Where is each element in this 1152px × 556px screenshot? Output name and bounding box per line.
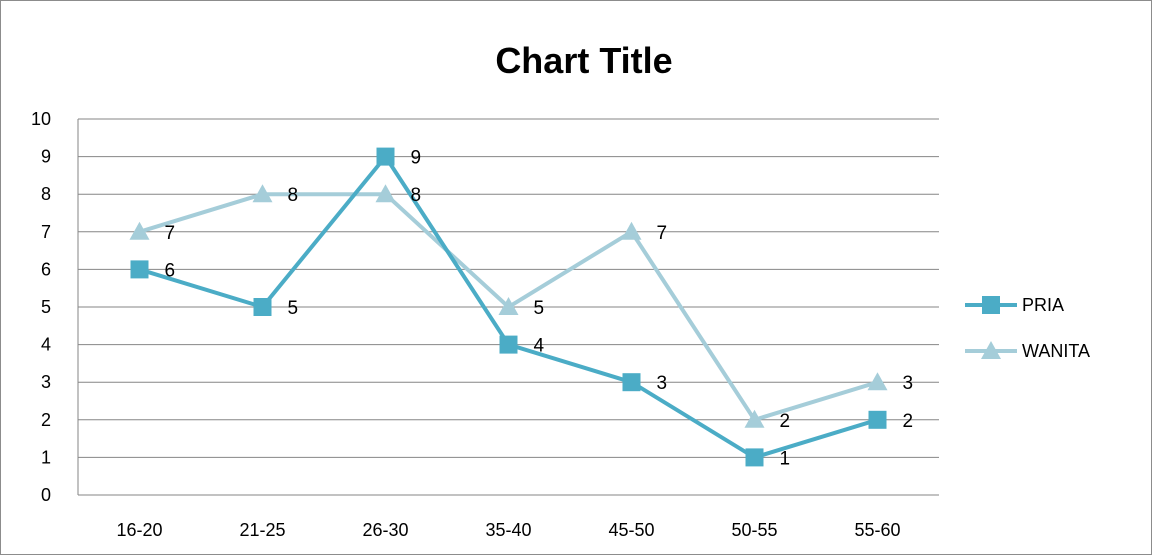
y-tick-label: 5	[41, 297, 51, 317]
data-point-wanita	[744, 409, 765, 428]
data-point-pria	[499, 335, 518, 354]
chart-title: Chart Title	[495, 40, 672, 81]
data-label-wanita: 8	[288, 185, 299, 206]
data-point-wanita	[252, 184, 273, 203]
y-tick-label: 10	[31, 109, 51, 129]
data-point-wanita	[621, 221, 642, 240]
y-tick-label: 9	[41, 147, 51, 167]
y-tick-label: 8	[41, 184, 51, 204]
data-point-wanita	[867, 372, 888, 391]
legend-marker-pria	[982, 296, 1000, 314]
data-point-pria	[130, 260, 149, 279]
data-point-pria	[868, 410, 887, 429]
x-tick-label: 21-25	[239, 520, 285, 540]
y-axis-ticks: 0 1 2 3 4 5 6 7 8 9 10	[31, 109, 51, 505]
data-point-pria	[622, 373, 641, 392]
legend: PRIA WANITA	[965, 295, 1090, 361]
data-label-pria: 5	[288, 298, 299, 319]
data-point-wanita	[375, 184, 396, 203]
data-label-pria: 9	[411, 148, 422, 169]
y-tick-label: 7	[41, 222, 51, 242]
data-label-pria: 1	[780, 448, 791, 469]
data-point-wanita	[498, 297, 519, 315]
x-tick-label: 35-40	[485, 520, 531, 540]
x-axis-ticks: 16-20 21-25 26-30 35-40 45-50 50-55 55-60	[116, 520, 900, 540]
data-label-wanita: 8	[411, 185, 422, 206]
data-label-pria: 6	[165, 260, 176, 281]
data-label-pria: 2	[903, 411, 914, 432]
data-label-pria: 3	[657, 373, 668, 394]
data-label-pria: 4	[534, 336, 545, 357]
y-tick-label: 4	[41, 335, 51, 355]
series-lines	[129, 147, 888, 467]
data-label-wanita: 5	[534, 298, 545, 319]
data-point-wanita	[129, 221, 150, 240]
y-tick-label: 6	[41, 259, 51, 279]
x-tick-label: 16-20	[116, 520, 162, 540]
y-tick-label: 3	[41, 372, 51, 392]
legend-marker-wanita	[981, 341, 1001, 359]
legend-label-wanita: WANITA	[1022, 341, 1090, 361]
data-point-pria	[253, 298, 272, 316]
y-tick-label: 0	[41, 485, 51, 505]
y-tick-label: 2	[41, 410, 51, 430]
data-label-wanita: 7	[657, 223, 668, 244]
x-tick-label: 55-60	[854, 520, 900, 540]
x-tick-label: 50-55	[731, 520, 777, 540]
data-labels: 7 8 8 5 7 2 3 6 5 9 4 3 1 2	[165, 148, 914, 470]
x-tick-label: 26-30	[362, 520, 408, 540]
data-point-pria	[745, 448, 764, 467]
data-label-wanita: 3	[903, 373, 914, 394]
legend-label-pria: PRIA	[1022, 295, 1064, 315]
y-tick-label: 1	[41, 447, 51, 467]
x-tick-label: 45-50	[608, 520, 654, 540]
data-label-wanita: 2	[780, 411, 791, 432]
data-label-wanita: 7	[165, 223, 176, 244]
data-point-pria	[376, 147, 395, 166]
